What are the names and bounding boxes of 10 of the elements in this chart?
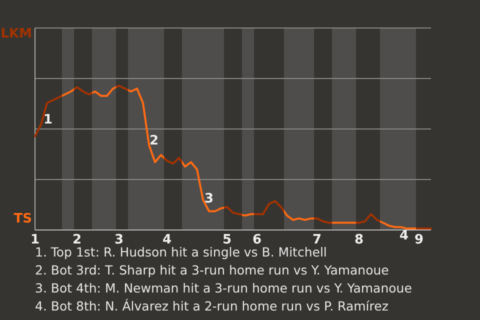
text: 3. Bot 4th: M. Newman hit a 3-run home run vs Y. Yamanoue [35, 280, 412, 296]
text: LKM [0, 26, 32, 42]
annotation: 2 [149, 134, 159, 149]
annotation: 1 [43, 112, 53, 128]
text: 2. Bot 3rd: T. Sharp hit a 3-run home run vs Y. Yamanoue [35, 262, 390, 278]
x-tick-label: 8 [354, 232, 364, 248]
annotation: 3 [204, 192, 214, 207]
x-tick-label: 9 [414, 232, 424, 248]
text: TS [14, 212, 32, 227]
text: 4. Bot 8th: N. Álvarez hit a 2-run home run vs P. Ramírez [35, 298, 389, 314]
